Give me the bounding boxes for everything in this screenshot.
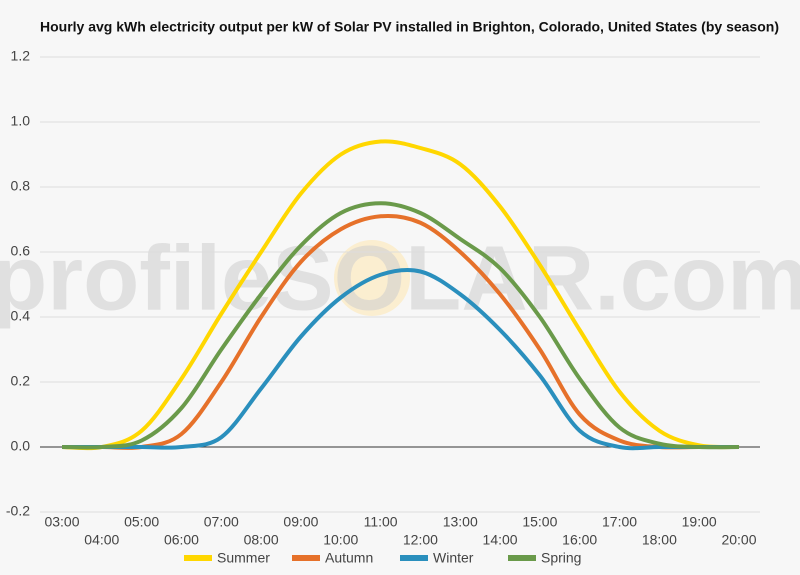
series-line xyxy=(61,201,740,450)
legend-swatch xyxy=(508,555,536,561)
y-tick-label: 0.8 xyxy=(11,178,31,194)
series-line xyxy=(62,267,739,451)
series-line xyxy=(61,139,740,451)
x-tick-label: 18:00 xyxy=(642,532,677,548)
x-tick-label: 04:00 xyxy=(84,532,119,548)
x-tick-label: 05:00 xyxy=(124,514,159,530)
legend-label: Autumn xyxy=(325,550,373,566)
y-tick-label: 0.4 xyxy=(11,308,31,324)
x-tick-label: 19:00 xyxy=(682,514,717,530)
y-tick-label: -0.2 xyxy=(6,503,30,519)
x-tick-label: 14:00 xyxy=(483,532,518,548)
x-tick-label: 03:00 xyxy=(44,514,79,530)
x-tick-label: 11:00 xyxy=(364,514,398,530)
legend-swatch xyxy=(400,555,428,561)
x-tick-label: 16:00 xyxy=(562,532,597,548)
x-tick-label: 12:00 xyxy=(403,532,438,548)
x-tick-label: 13:00 xyxy=(443,514,478,530)
y-tick-label: 1.2 xyxy=(11,48,31,64)
x-tick-label: 08:00 xyxy=(244,532,279,548)
series-line xyxy=(62,213,739,450)
y-tick-label: 0.6 xyxy=(11,243,31,259)
y-tick-label: 1.0 xyxy=(11,113,31,129)
x-tick-label: 20:00 xyxy=(721,532,756,548)
x-tick-label: 17:00 xyxy=(602,514,637,530)
x-tick-label: 09:00 xyxy=(283,514,318,530)
legend-label: Spring xyxy=(541,550,581,566)
x-tick-label: 15:00 xyxy=(522,514,557,530)
y-tick-label: 0.2 xyxy=(11,373,31,389)
x-tick-label: 10:00 xyxy=(323,532,358,548)
legend-label: Winter xyxy=(433,550,474,566)
y-tick-label: 0.0 xyxy=(11,438,31,454)
legend-label: Summer xyxy=(217,550,270,566)
x-tick-label: 07:00 xyxy=(204,514,239,530)
legend-swatch xyxy=(292,555,320,561)
x-tick-label: 06:00 xyxy=(164,532,199,548)
watermark: profileSOLAR.com xyxy=(0,227,800,329)
chart-title: Hourly avg kWh electricity output per kW… xyxy=(40,19,779,35)
legend-swatch xyxy=(184,555,212,561)
